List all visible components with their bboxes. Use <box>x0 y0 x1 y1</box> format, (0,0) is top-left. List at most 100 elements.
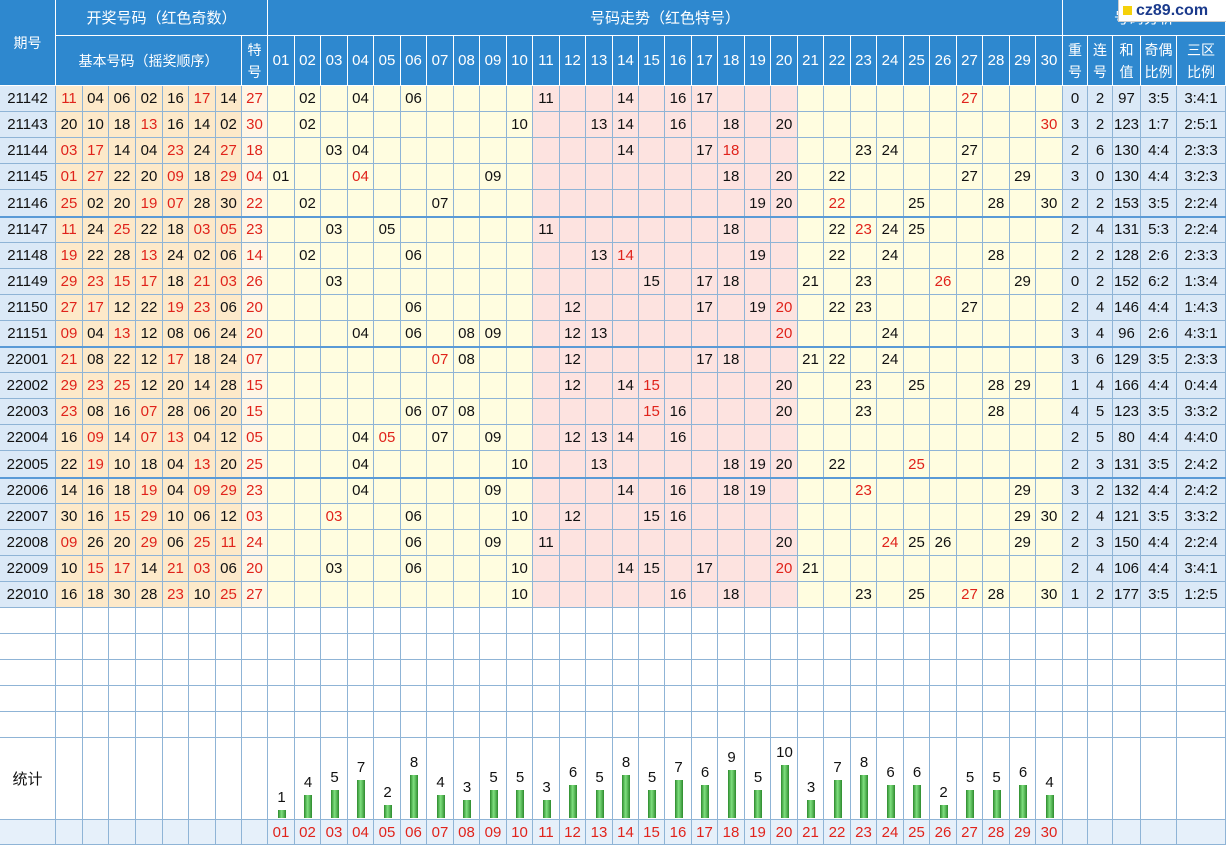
trend-cell: 12 <box>560 321 586 347</box>
row-period: 22003 <box>0 399 56 425</box>
trend-cell <box>374 504 401 530</box>
analysis-consec: 2 <box>1088 86 1113 112</box>
trend-cell <box>1036 399 1063 425</box>
trend-cell: 23 <box>851 478 877 504</box>
trend-cell <box>507 269 533 295</box>
trend-cell: 14 <box>613 478 639 504</box>
basic-number: 09 <box>189 478 216 504</box>
stats-bar <box>886 785 895 818</box>
empty-cell <box>480 712 507 738</box>
stats-bar <box>780 765 789 818</box>
trend-cell: 15 <box>639 399 665 425</box>
trend-cell <box>824 112 851 138</box>
analysis-zone: 2:3:3 <box>1177 138 1226 164</box>
stats-count: 6 <box>912 764 922 781</box>
analysis-repeat: 2 <box>1063 190 1088 217</box>
basic-number: 10 <box>56 556 83 582</box>
stats-bar <box>992 790 1001 818</box>
trend-cell: 02 <box>295 190 321 217</box>
site-logo[interactable]: cz89.com <box>1118 0 1226 22</box>
trend-cell <box>957 243 983 269</box>
analysis-repeat: 3 <box>1063 112 1088 138</box>
trend-cell <box>665 373 692 399</box>
stats-count: 7 <box>674 759 683 776</box>
analysis-consec: 0 <box>1088 164 1113 190</box>
trend-cell <box>401 217 427 243</box>
trend-cell <box>480 399 507 425</box>
basic-number: 06 <box>216 295 242 321</box>
empty-cell <box>480 634 507 660</box>
trend-cell <box>427 86 454 112</box>
trend-cell: 08 <box>454 347 480 373</box>
analysis-sum: 130 <box>1113 138 1141 164</box>
trend-cell <box>1010 582 1036 608</box>
stats-bar <box>966 790 974 818</box>
special-number: 20 <box>242 295 268 321</box>
empty-cell <box>1036 712 1063 738</box>
basic-number: 10 <box>163 504 189 530</box>
trend-cell: 04 <box>348 164 374 190</box>
trend-cell <box>507 295 533 321</box>
trend-cell <box>957 321 983 347</box>
trend-cell: 11 <box>533 86 560 112</box>
trend-cell <box>295 478 321 504</box>
analysis-sum: 177 <box>1113 582 1141 608</box>
trend-cell <box>957 451 983 478</box>
trend-cell <box>851 243 877 269</box>
analysis-consec: 4 <box>1088 217 1113 243</box>
trend-cell: 03 <box>321 504 348 530</box>
trend-cell <box>851 321 877 347</box>
empty-cell <box>771 660 798 686</box>
footer-number: 17 <box>692 820 718 845</box>
trend-cell <box>507 373 533 399</box>
empty-cell <box>321 608 348 634</box>
trend-cell: 07 <box>427 347 454 373</box>
trend-cell <box>454 504 480 530</box>
basic-number: 10 <box>83 112 109 138</box>
basic-number: 28 <box>163 399 189 425</box>
trend-cell: 14 <box>613 86 639 112</box>
empty-cell <box>957 712 983 738</box>
empty-cell <box>189 608 216 634</box>
row-period: 22002 <box>0 373 56 399</box>
trend-cell <box>957 556 983 582</box>
basic-number: 27 <box>216 138 242 164</box>
analysis-oe: 4:4 <box>1141 478 1177 504</box>
trend-cell <box>401 138 427 164</box>
header-trend-number: 27 <box>957 36 983 86</box>
basic-number: 12 <box>136 347 163 373</box>
trend-cell: 12 <box>560 347 586 373</box>
empty-cell <box>1113 686 1141 712</box>
trend-cell: 05 <box>374 217 401 243</box>
empty-cell <box>109 608 136 634</box>
basic-number: 09 <box>83 425 109 451</box>
trend-cell <box>295 451 321 478</box>
basic-number: 04 <box>83 321 109 347</box>
logo-square-icon <box>1123 6 1132 15</box>
trend-cell <box>454 478 480 504</box>
trend-cell <box>533 451 560 478</box>
trend-cell <box>930 112 957 138</box>
footer-cell <box>1063 820 1088 845</box>
empty-cell <box>0 686 56 712</box>
basic-number: 15 <box>83 556 109 582</box>
trend-cell: 18 <box>718 347 745 373</box>
trend-cell <box>586 164 613 190</box>
empty-cell <box>1088 660 1113 686</box>
empty-cell <box>639 660 665 686</box>
trend-cell: 01 <box>268 164 295 190</box>
stats-bar <box>913 785 921 818</box>
basic-number: 10 <box>109 451 136 478</box>
trend-cell <box>560 530 586 556</box>
footer-number: 04 <box>348 820 374 845</box>
trend-cell <box>692 399 718 425</box>
stats-count: 7 <box>356 759 366 776</box>
basic-number: 29 <box>136 530 163 556</box>
logo-text: cz89.com <box>1136 1 1209 19</box>
empty-cell <box>1177 608 1226 634</box>
header-trend-number: 03 <box>321 36 348 86</box>
empty-cell <box>56 608 83 634</box>
empty-cell <box>1063 608 1088 634</box>
special-number: 22 <box>242 190 268 217</box>
header-trend-number: 07 <box>427 36 454 86</box>
